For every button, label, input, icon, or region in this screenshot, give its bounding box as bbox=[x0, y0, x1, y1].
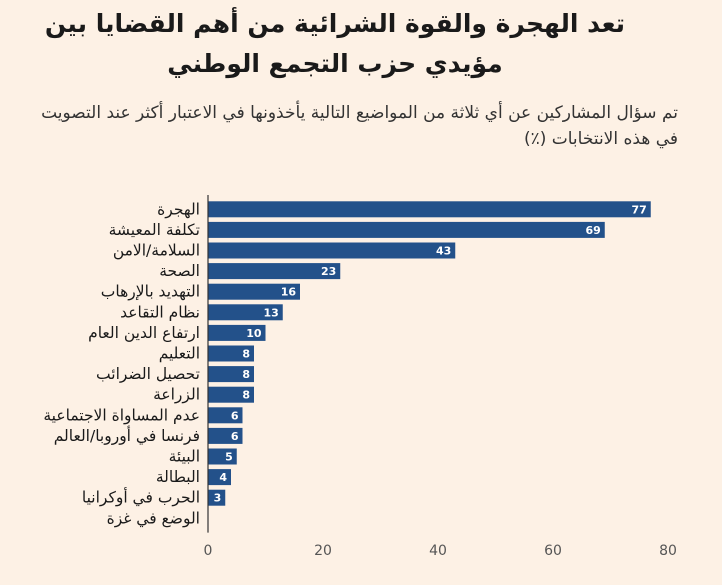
bar bbox=[208, 366, 254, 383]
bar bbox=[208, 304, 283, 321]
category-label: الزراعة bbox=[153, 386, 200, 404]
bar bbox=[208, 324, 266, 341]
data-label: 8 bbox=[242, 348, 250, 361]
category-label: البطالة bbox=[156, 468, 200, 486]
category-label: الصحة bbox=[159, 262, 200, 280]
data-label: 8 bbox=[242, 389, 250, 402]
data-label: 6 bbox=[231, 430, 239, 443]
category-label: عدم المساواة الاجتماعية bbox=[43, 406, 200, 425]
x-tick-label: 80 bbox=[659, 543, 677, 559]
data-label: 77 bbox=[631, 203, 646, 216]
data-label: 3 bbox=[214, 492, 222, 505]
data-label: 16 bbox=[281, 286, 297, 299]
bar bbox=[208, 407, 243, 424]
bar bbox=[208, 427, 243, 444]
bar bbox=[208, 345, 254, 362]
category-label: ارتفاع الدين العام bbox=[88, 324, 200, 343]
chart-subtitle: تم سؤال المشاركين عن أي ثلاثة من المواضي… bbox=[41, 103, 678, 149]
data-label: 10 bbox=[246, 327, 262, 340]
bar bbox=[208, 283, 300, 300]
bar bbox=[208, 221, 605, 238]
category-label: تحصيل الضرائب bbox=[96, 365, 200, 383]
category-label: الهجرة bbox=[157, 200, 200, 219]
category-label: البيئة bbox=[169, 448, 200, 466]
x-tick-label: 20 bbox=[314, 543, 332, 559]
data-label: 69 bbox=[585, 224, 600, 237]
x-tick-label: 60 bbox=[544, 543, 562, 559]
bar bbox=[208, 386, 254, 403]
category-label: السلامة/الامن bbox=[113, 242, 200, 260]
category-labels-group: الهجرة تكلفة المعيشة السلامة/الامن الصحة الت… bbox=[43, 200, 200, 528]
data-label: 5 bbox=[225, 451, 233, 464]
category-label: الحرب في أوكرانيا bbox=[82, 487, 200, 508]
x-ticks-group: 0 20 40 60 80 bbox=[204, 543, 677, 559]
category-label: تكلفة المعيشة bbox=[109, 221, 200, 239]
data-label: 4 bbox=[219, 471, 227, 484]
category-label: التهديد بالإرهاب bbox=[101, 283, 200, 302]
x-tick-label: 0 bbox=[204, 543, 213, 559]
bar bbox=[208, 469, 231, 486]
category-label: التعليم bbox=[159, 345, 200, 363]
category-label: فرنسا في أوروبا/العالم bbox=[54, 425, 200, 446]
bar bbox=[208, 242, 456, 259]
data-label: 13 bbox=[263, 306, 278, 319]
data-label: 8 bbox=[242, 368, 250, 381]
bar bbox=[208, 263, 341, 280]
data-label: 6 bbox=[231, 409, 239, 422]
bar bbox=[208, 489, 226, 506]
category-label: نظام التقاعد bbox=[120, 303, 200, 321]
data-label: 43 bbox=[436, 245, 451, 258]
bar bbox=[208, 448, 237, 465]
data-label: 23 bbox=[321, 265, 336, 278]
bar bbox=[208, 201, 651, 218]
x-tick-label: 40 bbox=[429, 543, 447, 559]
chart-title: تعد الهجرة والقوة الشرائية من أهم القضاي… bbox=[44, 9, 626, 78]
category-label: الوضع في غزة bbox=[107, 509, 200, 528]
